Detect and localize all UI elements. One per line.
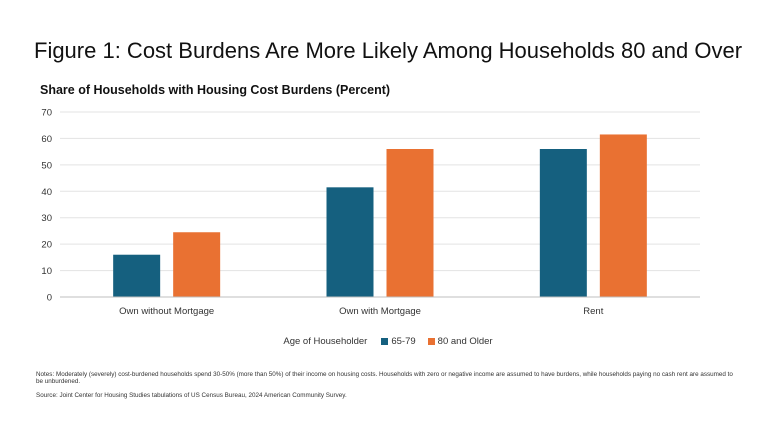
y-tick-label: 50 (41, 160, 52, 171)
y-axis-ticks: 0 10 20 30 40 50 60 70 (41, 108, 52, 304)
x-tick-label: Own without Mortgage (119, 306, 214, 317)
bar-65-79-0 (113, 254, 161, 297)
chart-source: Source: Joint Center for Housing Studies… (36, 392, 347, 399)
y-tick-label: 10 (41, 266, 52, 277)
gridlines (60, 111, 700, 272)
chart-notes: Notes: Moderately (severely) cost-burden… (36, 371, 733, 386)
legend-swatch-80-and-older (427, 338, 435, 345)
legend-entry-80-and-older: 80 and Older (427, 336, 493, 347)
x-axis-ticks: Own without Mortgage Own with Mortgage Ren… (119, 306, 604, 317)
bar-80-and-older-0 (173, 232, 221, 297)
legend: Age of Householder 65-79 80 and Older (0, 336, 780, 347)
x-tick-label: Rent (583, 306, 603, 317)
y-tick-label: 0 (47, 293, 52, 304)
bar-80-and-older-1 (386, 149, 434, 297)
bars (113, 134, 647, 297)
bar-65-79-2 (539, 149, 587, 297)
x-tick-label: Own with Mortgage (339, 306, 421, 317)
y-tick-label: 30 (41, 213, 52, 224)
legend-label-65-79: 65-79 (391, 336, 416, 347)
legend-entry-65-79: 65-79 (381, 336, 416, 347)
y-tick-label: 70 (41, 108, 52, 119)
y-tick-label: 40 (41, 187, 52, 198)
bar-80-and-older-2 (599, 134, 647, 297)
y-tick-label: 60 (41, 134, 52, 145)
legend-swatch-65-79 (381, 338, 389, 345)
legend-label-80-and-older: 80 and Older (437, 336, 493, 347)
chart-title: Share of Households with Housing Cost Bu… (40, 83, 391, 97)
y-tick-label: 20 (41, 240, 52, 251)
bar-65-79-1 (326, 187, 374, 297)
figure-title: Figure 1: Cost Burdens Are More Likely A… (34, 38, 743, 63)
legend-title: Age of Householder (283, 336, 368, 347)
